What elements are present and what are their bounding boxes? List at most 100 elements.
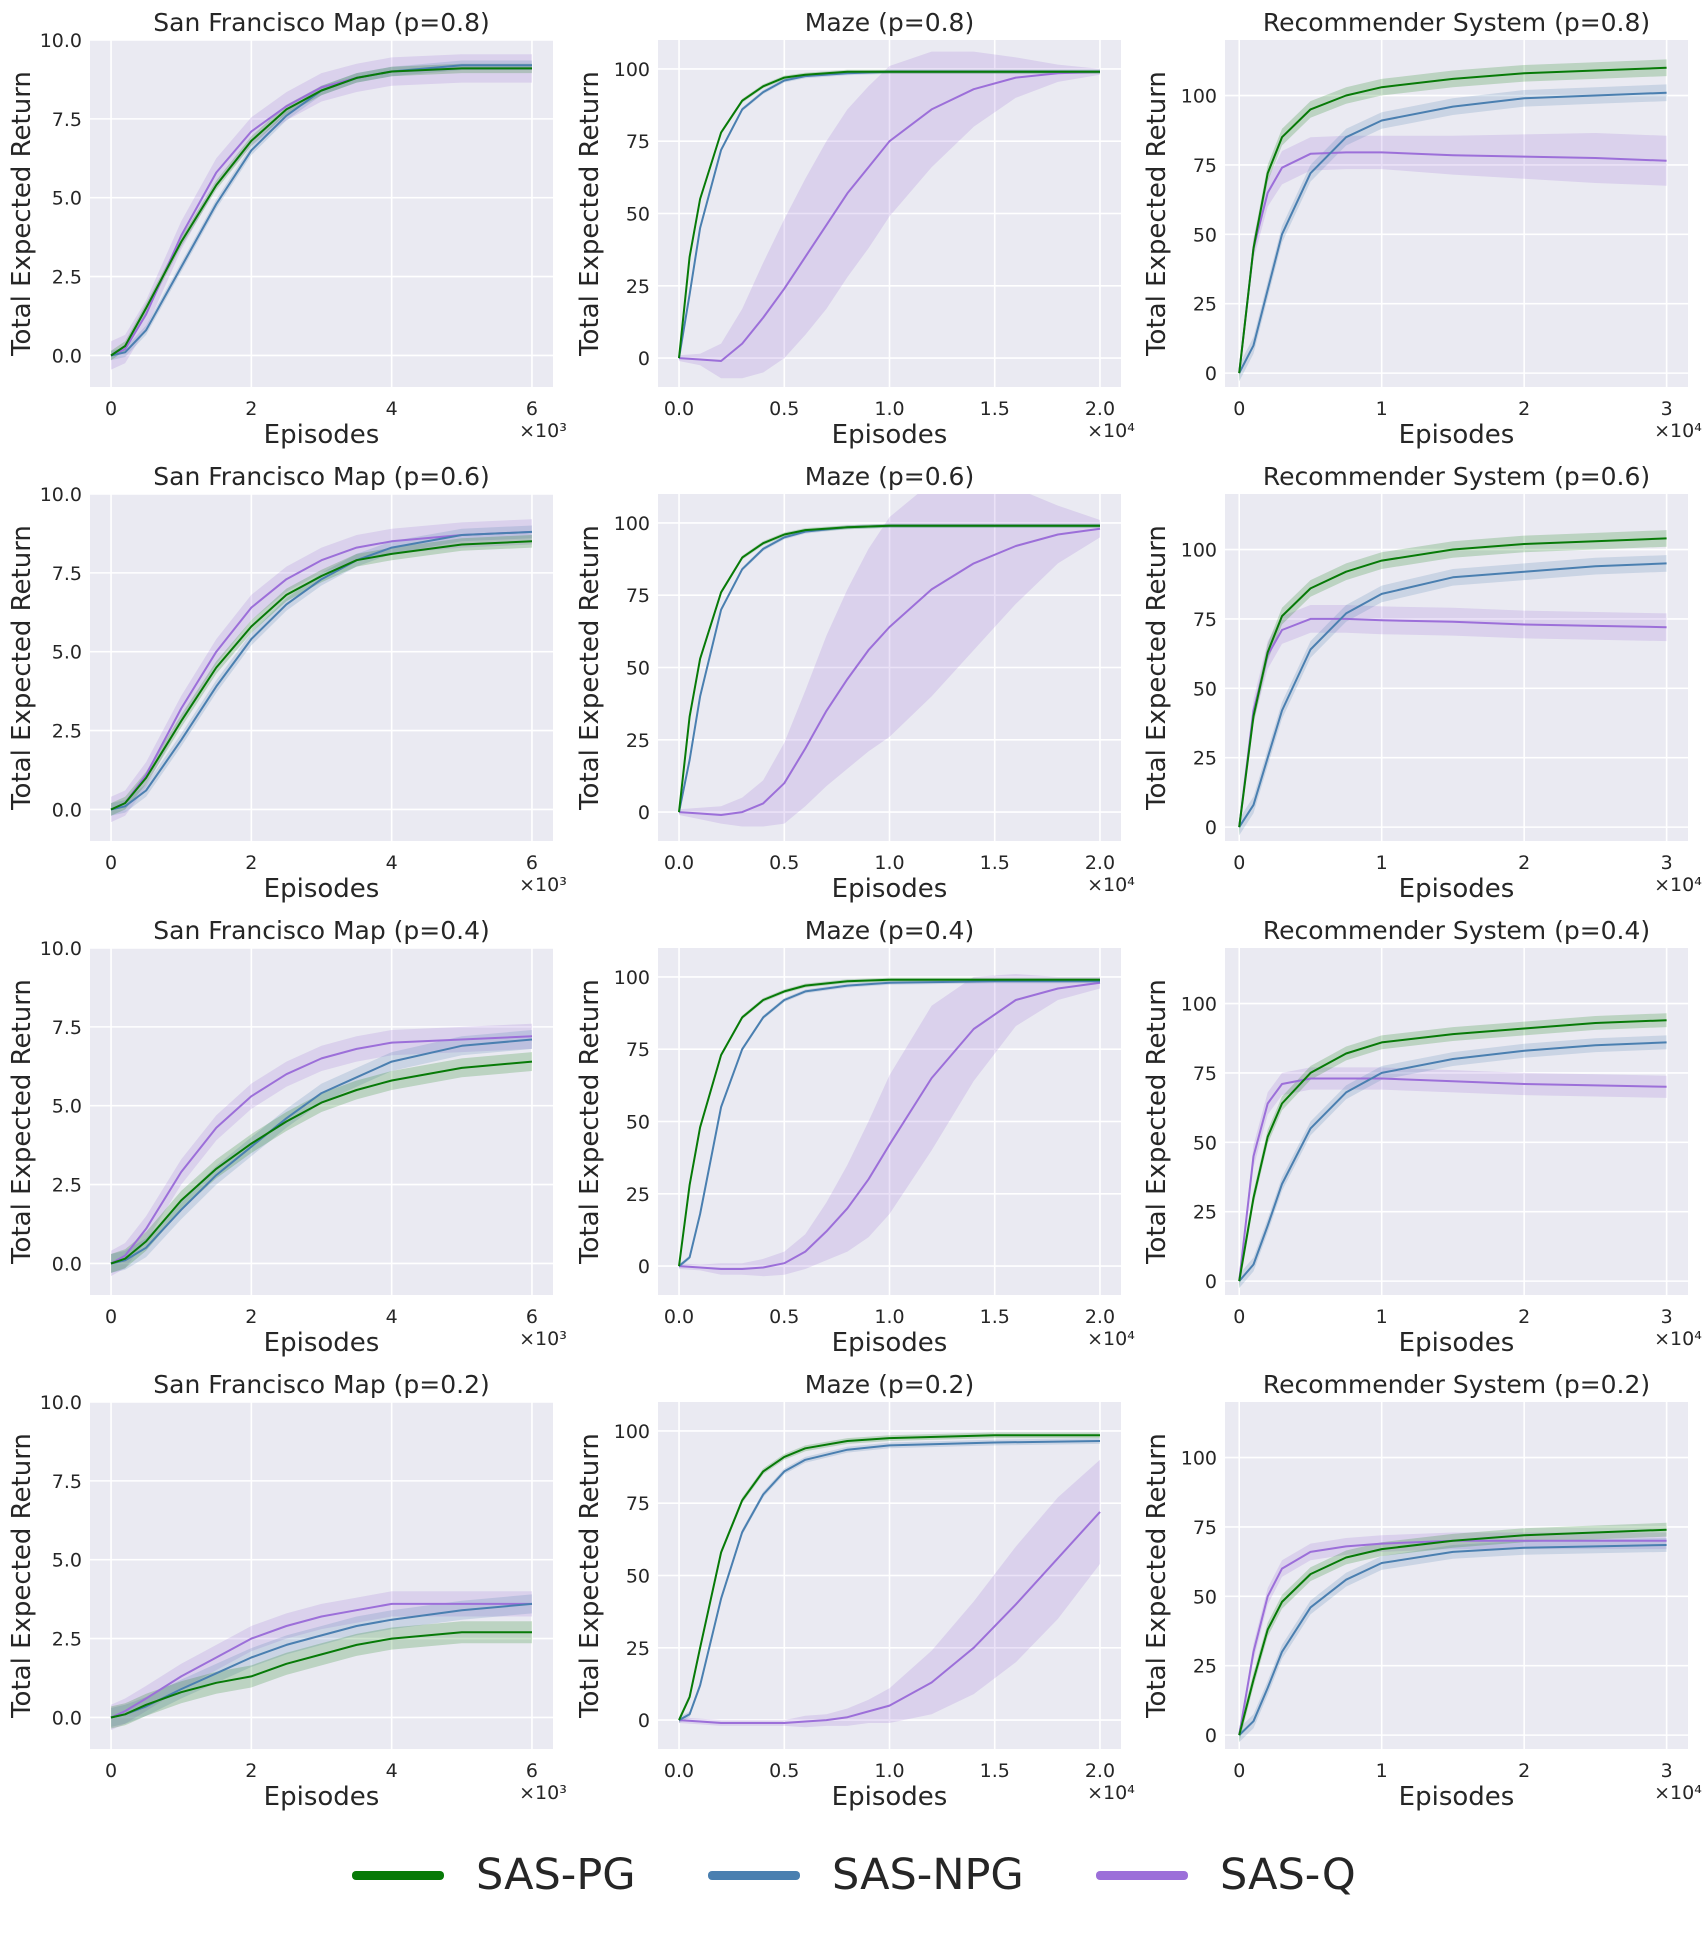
series-group	[110, 519, 533, 823]
series-group	[678, 51, 1101, 379]
line-sas-q	[678, 70, 1101, 362]
y-tick-label: 50	[1193, 1132, 1217, 1154]
x-tick-label: 4	[386, 852, 398, 874]
y-tick-label: 0.0	[52, 1707, 82, 1729]
x-tick-label: 1	[1376, 1760, 1388, 1782]
band-sas-q	[1239, 605, 1667, 830]
x-tick-label: 0.0	[664, 852, 694, 874]
y-tick-label: 100	[1181, 86, 1217, 108]
legend-item-sas-npg: SAS-NPG	[708, 1840, 1024, 1910]
y-tick-label: 50	[1193, 1586, 1217, 1608]
band-sas-pg	[111, 1052, 532, 1273]
chart-title: Recommender System (p=0.6)	[1263, 462, 1650, 491]
line-sas-npg	[110, 530, 533, 811]
x-tick-label: 2	[1518, 1306, 1530, 1328]
y-tick-label: 0	[638, 1256, 650, 1278]
x-axis-label: Episodes	[264, 420, 380, 450]
series-group	[110, 54, 532, 370]
chart-title: Recommender System (p=0.2)	[1263, 1370, 1650, 1399]
x-tick-label: 0	[1233, 852, 1245, 874]
legend-item-sas-pg: SAS-PG	[352, 1840, 636, 1910]
x-tick-label: 3	[1661, 398, 1673, 420]
line-sas-q	[678, 527, 1101, 816]
x-tick-label: 2	[245, 1760, 257, 1782]
y-axis-label: Total Expected Return	[1142, 979, 1172, 1265]
x-tick-label: 2	[1518, 852, 1530, 874]
legend-swatch-sas-pg	[352, 1870, 444, 1880]
x-scale-label: ×10³	[519, 420, 567, 442]
chart-title: Maze (p=0.6)	[805, 462, 974, 491]
x-tick-label: 2.0	[1085, 398, 1115, 420]
line-sas-q	[110, 530, 533, 811]
line-sas-npg	[1238, 1041, 1667, 1282]
chart-title: Maze (p=0.2)	[805, 1370, 974, 1399]
y-tick-label: 0	[1205, 817, 1217, 839]
legend-label-sas-pg: SAS-PG	[476, 1850, 636, 1900]
line-sas-q	[110, 1035, 533, 1265]
legend-swatch-sas-npg	[708, 1870, 800, 1880]
y-tick-label: 25	[1193, 294, 1217, 316]
x-tick-label: 0	[105, 1760, 117, 1782]
x-axis-label: Episodes	[264, 874, 380, 904]
line-sas-npg	[1238, 1544, 1667, 1736]
plot-background	[1225, 948, 1688, 1295]
series-group	[678, 1432, 1101, 1728]
chart-title: Maze (p=0.4)	[805, 916, 974, 945]
y-tick-label: 2.5	[52, 267, 82, 289]
x-axis-label: Episodes	[832, 1328, 948, 1358]
x-tick-label: 1	[1376, 1306, 1388, 1328]
x-axis-label: Episodes	[264, 1782, 380, 1812]
line-sas-pg	[1238, 1019, 1667, 1282]
series-group	[678, 494, 1101, 827]
line-sas-pg	[678, 978, 1100, 1267]
band-sas-npg	[111, 1030, 532, 1273]
y-tick-label: 100	[614, 59, 650, 81]
x-tick-label: 0	[1233, 1760, 1245, 1782]
plot-background	[90, 948, 553, 1295]
chart-title: San Francisco Map (p=0.2)	[153, 1370, 489, 1399]
x-axis-label: Episodes	[832, 874, 948, 904]
series-group	[110, 1591, 533, 1731]
y-tick-label: 25	[626, 1184, 650, 1206]
band-sas-q	[679, 494, 1100, 827]
line-sas-pg	[110, 67, 532, 357]
x-tick-label: 4	[386, 1760, 398, 1782]
y-tick-label: 5.0	[52, 1550, 82, 1572]
line-sas-pg	[1238, 1528, 1667, 1736]
x-axis-label: Episodes	[264, 1328, 380, 1358]
y-axis-label: Total Expected Return	[1142, 71, 1172, 357]
y-tick-label: 25	[1193, 1656, 1217, 1678]
y-tick-label: 0	[1205, 363, 1217, 385]
x-tick-label: 0.0	[664, 1306, 694, 1328]
x-tick-label: 2	[245, 1306, 257, 1328]
y-tick-label: 2.5	[52, 1175, 82, 1197]
y-tick-label: 100	[614, 513, 650, 535]
line-sas-pg	[110, 1060, 533, 1265]
chart-panel-7: 0.0 2.5 5.0 7.5 10.0 0 2 4 6 San Francisco Map (p…	[7, 916, 567, 1358]
y-axis-label: Total Expected Return	[7, 979, 37, 1265]
y-tick-label: 100	[1181, 1448, 1217, 1470]
x-tick-label: 1.0	[874, 852, 904, 874]
y-tick-label: 75	[1193, 155, 1217, 177]
x-tick-label: 6	[526, 1306, 538, 1328]
band-sas-q	[111, 1591, 532, 1731]
chart-panel-2: 0 25 50 75 100 0.0 0.5 1.0 1.5 2.0 Maze (p=0.8) Epi…	[575, 8, 1135, 450]
y-axis-label: Total Expected Return	[575, 525, 605, 811]
line-sas-pg	[1238, 537, 1667, 828]
x-tick-label: 1.5	[980, 398, 1010, 420]
x-tick-label: 0.0	[664, 1760, 694, 1782]
y-tick-label: 25	[1193, 748, 1217, 770]
x-tick-label: 6	[526, 852, 538, 874]
x-tick-label: 6	[526, 398, 538, 420]
chart-title: San Francisco Map (p=0.6)	[153, 462, 489, 491]
y-tick-label: 75	[626, 585, 650, 607]
y-axis-label: Total Expected Return	[1142, 1433, 1172, 1719]
chart-title: Maze (p=0.8)	[805, 8, 974, 37]
chart-panel-6: 0 25 50 75 100 0 1 2 3 Recommender System (p=0.6)…	[1142, 462, 1702, 904]
x-tick-label: 1.0	[874, 1306, 904, 1328]
chart-panel-10: 0.0 2.5 5.0 7.5 10.0 0 2 4 6 San Francisco Map (p…	[7, 1370, 567, 1812]
x-scale-label: ×10⁴	[1087, 1328, 1135, 1350]
x-scale-label: ×10⁴	[1087, 874, 1135, 896]
y-tick-label: 75	[626, 1493, 650, 1515]
x-scale-label: ×10³	[519, 874, 567, 896]
